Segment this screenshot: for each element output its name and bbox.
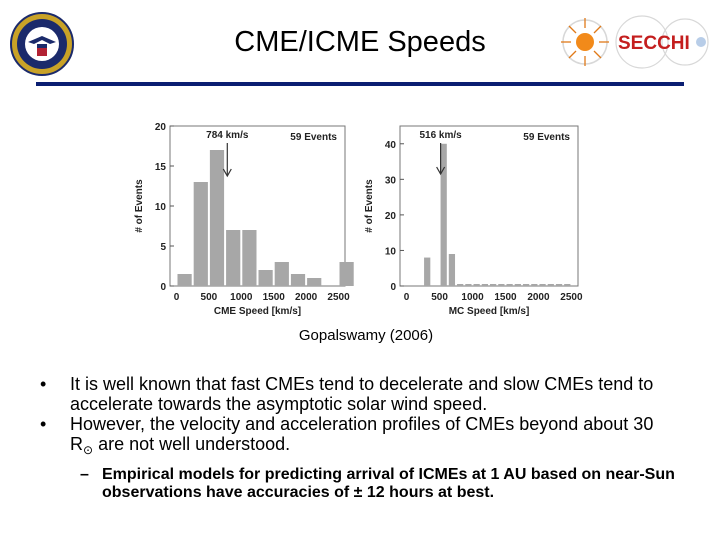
- sub-bullet-text: Empirical models for predicting arrival …: [102, 466, 675, 501]
- histogram-bar: [209, 150, 225, 286]
- x-axis-label: CME Speed [km/s]: [214, 306, 301, 317]
- x-tick-label: 1500: [494, 292, 517, 303]
- sub-bullet-glyph: –: [80, 466, 89, 483]
- x-tick-label: 2000: [295, 292, 318, 303]
- y-tick-label: 10: [155, 202, 167, 213]
- histogram-bar: [424, 257, 431, 286]
- y-tick-label: 10: [385, 246, 397, 257]
- x-axis-label: MC Speed [km/s]: [449, 306, 530, 317]
- y-axis-label: # of Events: [364, 179, 375, 233]
- x-tick-label: 1000: [230, 292, 253, 303]
- y-tick-label: 20: [155, 122, 167, 133]
- sub-bullet-item: – Empirical models for predicting arriva…: [80, 466, 680, 502]
- histogram-bar: [193, 182, 208, 286]
- figure-caption: Gopalswamy (2006): [298, 327, 434, 344]
- x-tick-label: 2500: [327, 292, 350, 303]
- y-tick-label: 15: [155, 162, 167, 173]
- bullet-text-end: are not well understood.: [93, 434, 291, 454]
- histogram-bar: [274, 262, 289, 286]
- events-count-label: 59 Events: [523, 132, 570, 143]
- x-tick-label: 0: [174, 292, 180, 303]
- x-tick-label: 1500: [263, 292, 286, 303]
- secchi-logo-text: SECCHI: [618, 33, 690, 54]
- y-tick-label: 5: [160, 242, 166, 253]
- bullet-glyph: •: [40, 414, 47, 434]
- bullet-glyph: •: [40, 374, 47, 394]
- bullet-text: It is well known that fast CMEs tend to …: [70, 374, 654, 414]
- sun-symbol: ⊙: [83, 443, 94, 457]
- slide-title: CME/ICME Speeds: [234, 26, 486, 58]
- bullet-item: • However, the velocity and acceleration…: [40, 414, 680, 460]
- x-tick-label: 500: [201, 292, 218, 303]
- x-tick-label: 2500: [560, 292, 583, 303]
- histogram-bar: [307, 278, 322, 286]
- secchi-logo: SECCHI: [561, 15, 709, 69]
- mean-speed-label: 516 km/s: [419, 130, 462, 141]
- bullet-text: However, the velocity and acceleration p…: [70, 414, 654, 454]
- histogram-bar: [290, 274, 306, 286]
- histogram-bar: [448, 254, 456, 286]
- y-tick-label: 30: [385, 175, 397, 186]
- events-count-label: 59 Events: [290, 132, 337, 143]
- histogram-bar: [258, 270, 273, 286]
- histogram-bar: [177, 274, 192, 286]
- y-tick-label: 0: [390, 282, 396, 293]
- y-tick-label: 20: [385, 211, 397, 222]
- title-divider: [36, 82, 684, 86]
- y-axis-label: # of Events: [134, 179, 145, 233]
- histogram-bar: [339, 262, 354, 286]
- bullet-item: • It is well known that fast CMEs tend t…: [40, 374, 680, 414]
- mean-arrow-head: [436, 166, 446, 176]
- histogram-bar: [226, 230, 241, 286]
- y-tick-label: 0: [160, 282, 166, 293]
- mean-speed-label: 784 km/s: [206, 130, 249, 141]
- x-tick-label: 2000: [527, 292, 550, 303]
- navy-seal-logo: [10, 12, 74, 76]
- histogram-bar: [242, 230, 257, 286]
- histogram-bar: [440, 143, 447, 286]
- y-tick-label: 40: [385, 140, 397, 151]
- x-tick-label: 0: [404, 292, 410, 303]
- bullet-list: • It is well known that fast CMEs tend t…: [40, 374, 680, 502]
- x-tick-label: 1000: [461, 292, 484, 303]
- x-tick-label: 500: [431, 292, 448, 303]
- plot-frame: [399, 125, 579, 287]
- mean-arrow-head: [222, 168, 232, 178]
